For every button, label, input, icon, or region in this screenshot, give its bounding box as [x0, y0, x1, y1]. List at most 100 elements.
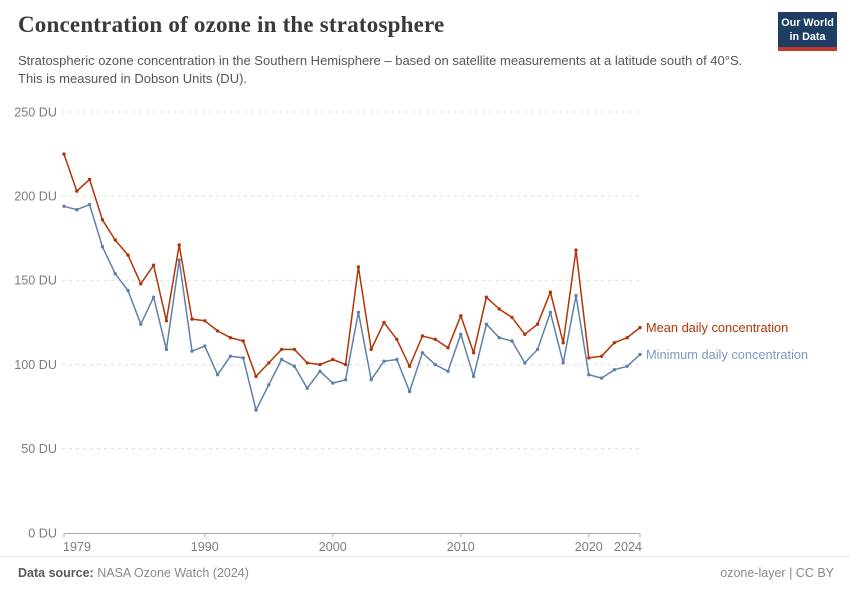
data-point-1986 [151, 295, 156, 299]
data-point-1992 [228, 336, 233, 340]
data-point-2013 [497, 336, 501, 340]
data-point-1990 [203, 319, 207, 323]
data-point-2003 [369, 347, 373, 352]
data-point-1985 [139, 322, 143, 326]
data-point-1998 [305, 386, 309, 390]
series-label-mean[interactable]: Mean daily concentration [646, 320, 788, 335]
data-source-label: Data source: [18, 566, 94, 580]
data-point-2000 [331, 357, 335, 362]
x-tick-label-2010: 2010 [447, 540, 475, 554]
data-point-1987 [164, 347, 169, 352]
data-point-2018 [561, 361, 565, 365]
data-point-2009 [446, 346, 450, 350]
data-point-1990 [203, 344, 207, 348]
y-tick-label-150: 150 DU [14, 274, 57, 288]
data-point-2016 [535, 347, 540, 352]
data-point-1989 [190, 317, 194, 321]
data-point-2019 [574, 293, 578, 298]
owid-logo-line1: Our World [781, 17, 834, 29]
data-point-1979 [62, 152, 66, 156]
data-point-2022 [612, 368, 617, 372]
data-point-2014 [510, 315, 514, 320]
x-tick-label-2000: 2000 [319, 540, 347, 554]
data-point-2018 [561, 341, 565, 345]
data-point-2006 [407, 389, 412, 394]
data-point-2020 [587, 373, 591, 377]
data-point-2010 [459, 332, 463, 336]
data-point-1997 [292, 364, 297, 368]
series-minimum[interactable]: Minimum daily concentration [62, 202, 808, 412]
x-tick-label-2020: 2020 [575, 540, 603, 554]
y-tick-label-100: 100 DU [14, 358, 57, 372]
data-point-1993 [241, 356, 245, 360]
data-point-2023 [625, 336, 629, 340]
data-point-2021 [599, 354, 604, 358]
y-tick-label-200: 200 DU [14, 190, 57, 204]
y-tick-label-0: 0 DU [28, 526, 57, 540]
data-point-1981 [87, 202, 92, 207]
series-line [63, 203, 641, 411]
data-point-2023 [625, 364, 629, 368]
data-point-1992 [228, 354, 233, 358]
data-point-2002 [356, 310, 361, 315]
owid-logo-line2: in Data [789, 31, 826, 44]
data-point-2020 [587, 356, 591, 360]
data-point-1988 [177, 258, 181, 262]
data-point-2012 [484, 295, 489, 299]
data-point-1999 [318, 362, 322, 367]
data-point-1979 [62, 204, 66, 208]
data-point-2000 [331, 381, 335, 385]
series-mean[interactable]: Mean daily concentration [62, 152, 788, 379]
footer-divider [0, 556, 850, 557]
data-point-1986 [151, 263, 156, 267]
data-point-1984 [126, 253, 130, 257]
data-point-1980 [75, 189, 79, 193]
data-point-2010 [459, 314, 463, 318]
y-tick-label-50: 50 DU [21, 442, 57, 456]
data-point-1997 [292, 347, 297, 352]
data-point-2012 [484, 322, 489, 326]
data-point-1996 [279, 347, 284, 352]
page-title: Concentration of ozone in the stratosphe… [18, 12, 445, 37]
data-point-1982 [100, 218, 105, 222]
data-point-1989 [190, 349, 194, 353]
data-point-1983 [113, 238, 117, 242]
series-label-minimum[interactable]: Minimum daily concentration [646, 347, 808, 362]
data-point-1981 [87, 177, 92, 182]
data-point-2007 [420, 351, 425, 355]
data-point-1987 [164, 319, 169, 323]
x-tick-label-1979: 1979 [63, 540, 91, 554]
owid-logo[interactable]: Our World in Data [778, 12, 837, 52]
data-point-2008 [433, 362, 437, 367]
data-point-2004 [382, 359, 386, 363]
data-point-2015 [523, 332, 527, 336]
data-point-2005 [395, 337, 399, 341]
data-point-2021 [599, 376, 604, 380]
data-point-2024 [638, 325, 642, 330]
data-point-1991 [215, 329, 220, 333]
data-point-1982 [100, 245, 105, 249]
data-point-2007 [420, 334, 425, 338]
data-point-1994 [254, 374, 258, 379]
data-point-1993 [241, 339, 245, 343]
data-point-2011 [471, 351, 476, 355]
data-point-1988 [177, 243, 181, 247]
data-point-2014 [510, 339, 514, 343]
x-tick-label-2024: 2024 [614, 540, 642, 554]
data-point-2013 [497, 307, 501, 311]
data-point-2002 [356, 265, 361, 269]
license-link[interactable]: ozone-layer | CC BY [720, 566, 834, 580]
data-point-1995 [267, 383, 271, 387]
data-point-2009 [446, 369, 450, 373]
data-point-2008 [433, 337, 437, 341]
data-point-2006 [407, 364, 412, 368]
x-tick-label-1990: 1990 [191, 540, 219, 554]
data-point-2019 [574, 248, 578, 252]
data-point-2001 [343, 362, 348, 367]
y-tick-label-250: 250 DU [14, 105, 57, 119]
data-point-1999 [318, 369, 322, 373]
data-point-1994 [254, 408, 258, 412]
data-point-1995 [267, 361, 271, 365]
data-point-2015 [523, 361, 527, 365]
